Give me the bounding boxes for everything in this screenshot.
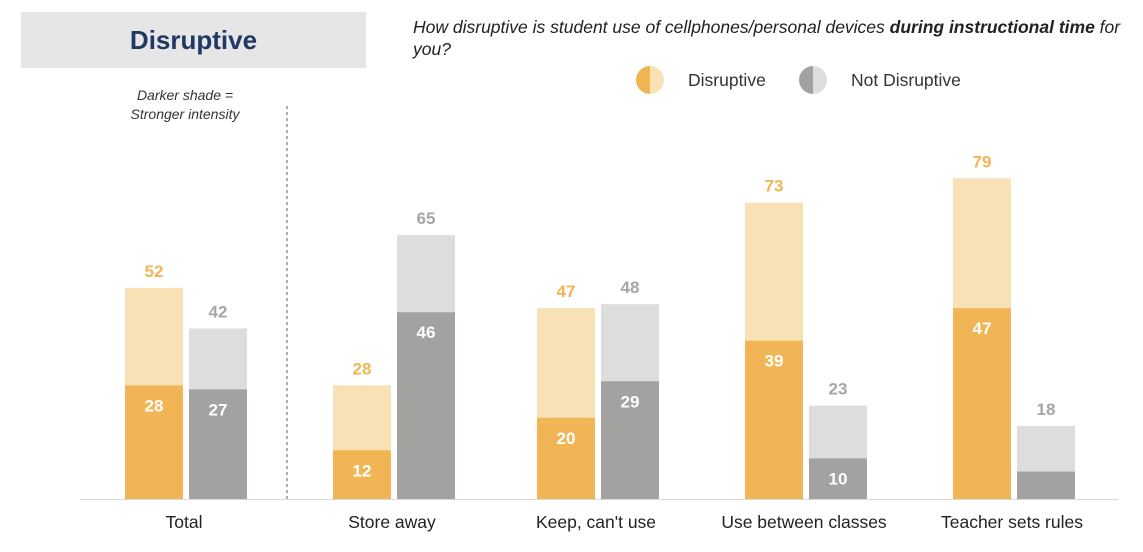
intensity-note: Darker shade = Stronger intensity [125, 86, 245, 124]
chart-title: Disruptive [129, 24, 258, 55]
bar-not-disruptive-strong-1 [397, 312, 455, 499]
value-label-not-disruptive-strong-1: 46 [417, 323, 436, 342]
note-line-2: Stronger intensity [130, 106, 240, 122]
bar-disruptive-strong-3 [745, 340, 803, 499]
category-label-0: Total [166, 512, 203, 532]
value-label-not-disruptive-total-4: 18 [1037, 400, 1056, 419]
category-label-4: Teacher sets rules [941, 512, 1083, 532]
survey-question: How disruptive is student use of cellpho… [413, 16, 1133, 60]
value-label-not-disruptive-strong-2: 29 [621, 392, 640, 411]
legend-label-disruptive: Disruptive [688, 69, 766, 90]
legend-label-not-disruptive: Not Disruptive [851, 69, 961, 90]
note-line-1: Darker shade = [136, 87, 234, 103]
category-label-3: Use between classes [721, 512, 887, 532]
question-bold-text: during instructional time [889, 17, 1095, 37]
value-label-disruptive-strong-2: 20 [557, 429, 576, 448]
value-label-disruptive-total-1: 28 [353, 359, 372, 378]
value-label-disruptive-total-3: 73 [765, 177, 784, 196]
value-label-not-disruptive-strong-0: 27 [209, 400, 228, 419]
value-label-disruptive-strong-1: 12 [353, 461, 372, 480]
title-box: Disruptive [21, 12, 366, 68]
category-label-2: Keep, can't use [536, 512, 656, 532]
bar-disruptive-strong-4 [953, 308, 1011, 499]
value-label-disruptive-strong-4: 47 [973, 319, 992, 338]
bar-disruptive-strong-2 [537, 417, 595, 499]
bar-disruptive-strong-0 [125, 385, 183, 499]
value-label-disruptive-total-2: 47 [557, 282, 576, 301]
value-label-disruptive-total-0: 52 [145, 262, 164, 281]
bar-not-disruptive-strong-0 [189, 389, 247, 499]
legend-item-not-disruptive: Not Disruptive [799, 66, 961, 94]
not-disruptive-swatch-icon [799, 66, 827, 94]
category-label-1: Store away [348, 512, 436, 532]
value-label-disruptive-strong-0: 28 [145, 396, 164, 415]
legend-item-disruptive: Disruptive [636, 66, 766, 94]
value-label-not-disruptive-total-1: 65 [417, 209, 436, 228]
value-label-not-disruptive-total-2: 48 [621, 278, 640, 297]
value-label-not-disruptive-strong-3: 10 [829, 469, 848, 488]
disruptive-swatch-icon [636, 66, 664, 94]
bar-not-disruptive-strong-2 [601, 381, 659, 499]
value-label-disruptive-strong-3: 39 [765, 352, 784, 371]
value-label-not-disruptive-total-0: 42 [209, 302, 228, 321]
bar-not-disruptive-strong-3 [809, 458, 867, 499]
value-label-disruptive-total-4: 79 [973, 152, 992, 171]
bar-not-disruptive-strong-4 [1017, 471, 1075, 499]
question-text: How disruptive is student use of cellpho… [413, 17, 890, 37]
question-text-end: for you? [413, 17, 1121, 59]
bar-disruptive-strong-1 [333, 450, 391, 499]
value-label-not-disruptive-total-3: 23 [829, 380, 848, 399]
